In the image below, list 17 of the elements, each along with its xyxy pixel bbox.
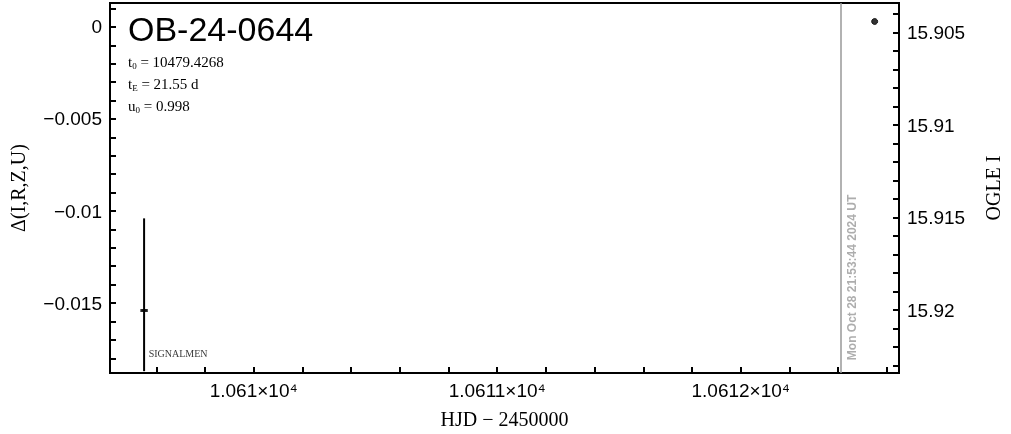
x-tick-label: 1.0612×10⁴ — [691, 380, 790, 401]
x-tick-label: 1.0611×10⁴ — [448, 380, 546, 401]
y-tick-label: −0.015 — [43, 292, 102, 314]
x-tick-label: 1.061×10⁴ — [209, 380, 298, 401]
y-axis-title: Δ(I,R,Z,U) — [7, 144, 30, 232]
y2-tick-label: 15.905 — [907, 22, 966, 44]
annotation: Mon Oct 28 21:53:44 2024 UT — [844, 194, 859, 361]
y-tick-label: −0.005 — [43, 108, 102, 130]
x-axis-title: HJD − 2450000 — [440, 408, 569, 430]
y-tick-label: −0.01 — [53, 200, 102, 222]
chart-title: OB-24-0644 — [128, 10, 314, 48]
y2-tick-label: 15.92 — [907, 299, 955, 321]
y2-axis-title: OGLE I — [982, 155, 1004, 221]
text: SIGNALMEN — [148, 347, 208, 359]
y2-tick-label: 15.91 — [907, 114, 955, 136]
y2-tick-label: 15.915 — [907, 207, 966, 229]
y-tick-label: 0 — [91, 16, 102, 38]
